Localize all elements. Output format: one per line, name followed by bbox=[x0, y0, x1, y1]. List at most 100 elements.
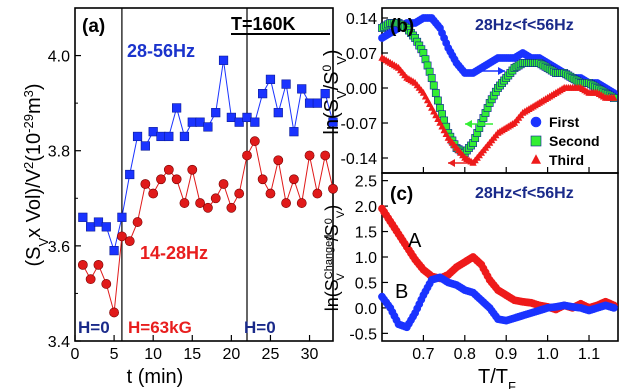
legend-label-1: Second bbox=[549, 133, 600, 149]
series-1-point bbox=[328, 183, 338, 194]
panel-b-label: (b) bbox=[390, 16, 414, 37]
arrow-third-head bbox=[448, 159, 455, 167]
x-tick-label: 0 bbox=[71, 346, 80, 363]
y-tick-label: 0.0 bbox=[355, 301, 377, 318]
series-1-point bbox=[203, 202, 213, 213]
y-tick-label: 4.0 bbox=[48, 49, 70, 66]
x-tick-label: 10 bbox=[144, 346, 162, 363]
panel-c-xlabel: T/TF bbox=[478, 366, 516, 389]
series-0-point bbox=[281, 79, 291, 89]
series-1-point bbox=[226, 202, 237, 213]
legend-label-0: First bbox=[549, 114, 580, 130]
y-tick-label: 1.0 bbox=[355, 250, 377, 267]
panel-a: 0 5 10 15 20 25 30 3.4 3.6 3.8 4.0 (a) T=160K 28-5… bbox=[21, 7, 338, 388]
x-tick-label: 5 bbox=[110, 346, 119, 363]
series-1-point bbox=[296, 198, 307, 208]
arrow-first-head bbox=[498, 67, 505, 75]
panel-b: 0.14 0.07 0.00 -0.07 -0.14 (b) 28Hz<f<56Hz F… bbox=[320, 7, 619, 174]
panel-b-title: 28Hz<f<56Hz bbox=[475, 17, 574, 34]
series-1-point bbox=[171, 174, 182, 185]
panel-a-frame bbox=[74, 7, 334, 342]
series-a-label: A bbox=[408, 230, 422, 252]
series-0-point bbox=[187, 117, 197, 127]
y-tick-label: 0.00 bbox=[346, 81, 377, 98]
series-1-point bbox=[179, 198, 190, 208]
y-tick-label: 1.5 bbox=[355, 225, 377, 242]
series-1-point bbox=[163, 164, 174, 175]
x-tick-label: 0.8 bbox=[454, 346, 476, 363]
series-1-point bbox=[109, 307, 119, 318]
series-1-point bbox=[429, 81, 438, 90]
series-1-point bbox=[195, 198, 205, 208]
panel-a-label: (a) bbox=[82, 16, 105, 37]
series-0-point bbox=[172, 103, 182, 113]
segment-2-label: H=63kG bbox=[128, 318, 192, 337]
panel-a-series bbox=[77, 55, 338, 318]
series-0-point bbox=[164, 131, 174, 142]
series-0-point bbox=[132, 131, 143, 142]
series-1-point bbox=[427, 74, 436, 82]
series-1-point bbox=[101, 279, 112, 289]
series-1-point bbox=[249, 136, 260, 147]
series-1-point bbox=[117, 231, 127, 242]
series-0-point bbox=[328, 117, 338, 127]
series-1-point bbox=[132, 217, 143, 227]
series-0-point bbox=[179, 131, 190, 142]
band-high-annotation: 28-56Hz bbox=[127, 41, 195, 61]
panel-c-title: 28Hz<f<56Hz bbox=[475, 185, 574, 202]
legend-marker-2 bbox=[531, 154, 541, 164]
y-tick-label: -0.14 bbox=[341, 151, 378, 168]
series-1-point bbox=[187, 164, 198, 175]
series-0-point bbox=[289, 127, 299, 137]
series-1-point bbox=[140, 179, 151, 189]
series-0-point bbox=[304, 98, 315, 108]
y-tick-label: 3.4 bbox=[48, 334, 70, 351]
series-0-point bbox=[203, 122, 213, 132]
series-0-point bbox=[265, 74, 276, 84]
x-tick-label: 0.9 bbox=[495, 346, 517, 363]
series-1-point bbox=[85, 274, 96, 285]
series-0-point bbox=[86, 222, 96, 232]
series-1-line bbox=[82, 139, 334, 313]
series-0-point bbox=[93, 217, 104, 227]
series-1-point bbox=[273, 155, 284, 166]
panel-c-ticks: -0.5 0.0 0.5 1.0 1.5 2.0 2.5 0.7 0.8 0.9 1.0 1.1 bbox=[349, 174, 600, 363]
panel-c: -0.5 0.0 0.5 1.0 1.5 2.0 2.5 0.7 0.8 0.9 1.0 1.1 (c… bbox=[322, 172, 619, 389]
series-1-point bbox=[265, 188, 276, 199]
series-1-point bbox=[320, 150, 331, 161]
panel-c-label: (c) bbox=[390, 184, 413, 205]
series-1-point bbox=[156, 174, 166, 185]
panel-a-xlabel: t (min) bbox=[127, 366, 184, 388]
x-tick-label: 20 bbox=[222, 346, 240, 363]
series-0-point bbox=[250, 117, 260, 127]
y-tick-label: 2.5 bbox=[355, 174, 377, 191]
y-tick-label: 3.6 bbox=[48, 239, 70, 256]
y-tick-label: 0.5 bbox=[355, 275, 377, 292]
series-0-point bbox=[148, 127, 158, 137]
y-tick-label: -0.5 bbox=[349, 326, 377, 343]
series-0-point bbox=[273, 108, 283, 118]
series-2-point bbox=[610, 93, 618, 101]
panel-b-legend: First Second Third bbox=[530, 114, 600, 168]
series-0-point bbox=[125, 169, 135, 180]
series-1-point bbox=[431, 89, 440, 97]
series-1-point bbox=[312, 188, 323, 199]
series-0-point bbox=[234, 117, 244, 127]
temperature-annotation: T=160K bbox=[231, 14, 296, 34]
series-0-point bbox=[101, 222, 111, 232]
series-0-point bbox=[312, 98, 322, 108]
panel-a-grid bbox=[121, 8, 248, 341]
y-tick-label: 3.8 bbox=[48, 144, 70, 161]
series-0-point bbox=[226, 112, 236, 123]
series-1-point bbox=[210, 193, 221, 204]
panel-b-series bbox=[378, 14, 618, 166]
series-0-point bbox=[320, 89, 330, 99]
series-1-point bbox=[148, 188, 159, 199]
series-0-point bbox=[117, 212, 127, 222]
series-1-point bbox=[304, 150, 315, 161]
series-0-point bbox=[195, 117, 205, 127]
y-tick-label: 0.14 bbox=[346, 11, 377, 28]
panel-a-ylabel: (SVx Vol)/V2(10-29m3) bbox=[21, 83, 51, 266]
series-1-point bbox=[242, 150, 252, 161]
